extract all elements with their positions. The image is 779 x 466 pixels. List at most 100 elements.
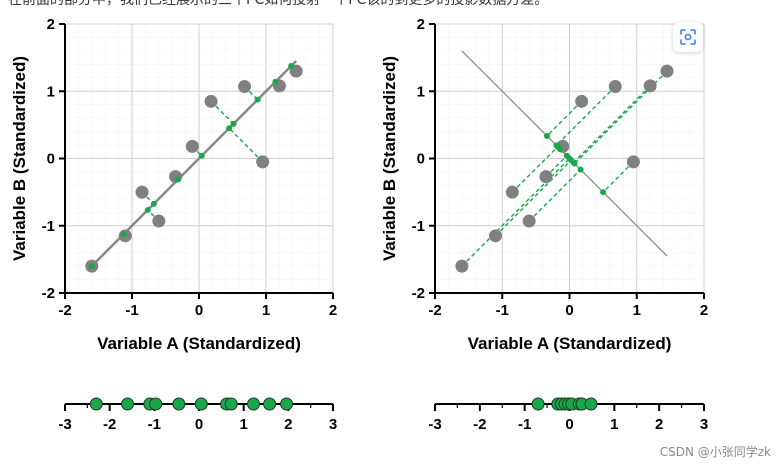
projection-dash (545, 155, 568, 178)
number-line-tick-label: 2 (284, 416, 292, 433)
projected-point (120, 231, 127, 238)
data-point (608, 80, 622, 94)
data-point (575, 94, 589, 108)
projected-point (571, 160, 578, 167)
x-axis-title: Variable A (Standardized) (97, 334, 301, 353)
projection-dash (602, 161, 634, 193)
projection-dash (495, 159, 572, 237)
y-tick-label: -2 (412, 285, 425, 302)
projection-dash (555, 86, 616, 146)
number-line-point (89, 397, 103, 411)
projected-point (577, 166, 584, 173)
right-scatter-chart: -2 -1 0 1 2 -2 -1 0 1 2 Variable A (Standardized) V… (380, 16, 708, 353)
y-tick-label: 2 (417, 16, 425, 33)
projected-point (288, 63, 295, 70)
number-line-tick-label: 3 (329, 416, 337, 433)
x-tick-label: 1 (633, 302, 641, 319)
y-tick-label: -2 (42, 285, 55, 302)
y-tick-label: 0 (417, 151, 425, 168)
x-tick-label: -2 (428, 302, 441, 319)
number-line-tick-label: 3 (700, 416, 708, 433)
projected-point (600, 189, 607, 196)
projected-point (254, 96, 261, 103)
x-tick-label: -1 (496, 302, 509, 319)
data-point (135, 185, 149, 199)
number-line-tick-label: 1 (610, 416, 618, 433)
header-text: 在前面的部分中，我们已经展示的三个PC如何投射一个PC该的到更多的投影数据方差。 (8, 0, 549, 8)
x-tick-label: 2 (329, 302, 337, 319)
projection-dash (528, 169, 582, 222)
projected-point (175, 176, 182, 183)
projection-dash (546, 100, 583, 137)
projection-dash (210, 100, 235, 125)
projected-point (543, 132, 550, 139)
scan-icon (680, 29, 696, 45)
y-tick-label: 1 (47, 83, 55, 100)
y-tick-label: 2 (47, 16, 55, 33)
number-line-point (584, 397, 598, 411)
left-scatter-chart: -2 -1 0 1 2 -2 -1 0 1 2 Variable A (Standardized) V… (10, 16, 337, 353)
number-line-point (172, 397, 186, 411)
watermark: CSDN @小张同学zk (659, 445, 771, 459)
y-tick-label: -1 (412, 218, 425, 235)
number-line-tick-label: -2 (103, 416, 116, 433)
data-point (455, 259, 469, 273)
data-point (152, 214, 166, 228)
number-line-point (121, 397, 135, 411)
projected-point (553, 142, 560, 149)
x-tick-label: -1 (125, 302, 138, 319)
number-line-point (149, 397, 163, 411)
number-line-point (263, 397, 277, 411)
projected-point (226, 125, 233, 132)
projected-point (230, 120, 237, 127)
projected-point (144, 206, 151, 213)
y-axis-title: Variable B (Standardized) (380, 56, 399, 261)
data-point (522, 214, 536, 228)
number-line-tick-label: -3 (428, 416, 441, 433)
number-line-tick-label: 0 (565, 416, 573, 433)
number-line-point (531, 397, 545, 411)
number-line-point (246, 397, 260, 411)
x-tick-label: 0 (565, 302, 573, 319)
number-line-point (224, 397, 238, 411)
y-tick-label: -1 (42, 218, 55, 235)
y-axis-title: Variable B (Standardized) (10, 56, 29, 261)
x-tick-label: 2 (700, 302, 708, 319)
projected-point (198, 152, 205, 159)
number-line-tick-label: -3 (58, 416, 71, 433)
projection-line (461, 50, 668, 257)
number-line-tick-label: 1 (239, 416, 247, 433)
projected-point (88, 263, 95, 270)
data-point (256, 155, 270, 169)
number-line-tick-label: 2 (655, 416, 663, 433)
x-tick-label: 1 (262, 302, 270, 319)
projected-point (563, 152, 570, 159)
x-tick-label: -2 (58, 302, 71, 319)
data-point (626, 155, 640, 169)
data-point (539, 170, 553, 184)
x-tick-label: 0 (195, 302, 203, 319)
number-line-tick-label: 0 (195, 416, 203, 433)
projection-dash (228, 127, 264, 163)
right-number-line: -3 -2 -1 0 1 2 3 (428, 397, 708, 433)
number-line-point (194, 397, 208, 411)
data-point (643, 79, 657, 93)
data-point (505, 185, 519, 199)
data-point (660, 64, 674, 78)
data-point (489, 229, 503, 243)
projected-point (150, 200, 157, 207)
projection-dash (511, 146, 559, 193)
scan-button[interactable] (673, 22, 703, 52)
number-line-tick-label: -2 (473, 416, 486, 433)
projected-point (557, 146, 564, 153)
data-point (185, 139, 199, 153)
projected-point (272, 78, 279, 85)
x-axis-title: Variable A (Standardized) (468, 334, 672, 353)
number-line-tick-label: -1 (148, 416, 161, 433)
y-tick-label: 1 (417, 83, 425, 100)
left-number-line: -3 -2 -1 0 1 2 3 (58, 397, 337, 433)
number-line-tick-label: -1 (518, 416, 531, 433)
y-tick-label: 0 (47, 151, 55, 168)
data-point (238, 80, 252, 94)
